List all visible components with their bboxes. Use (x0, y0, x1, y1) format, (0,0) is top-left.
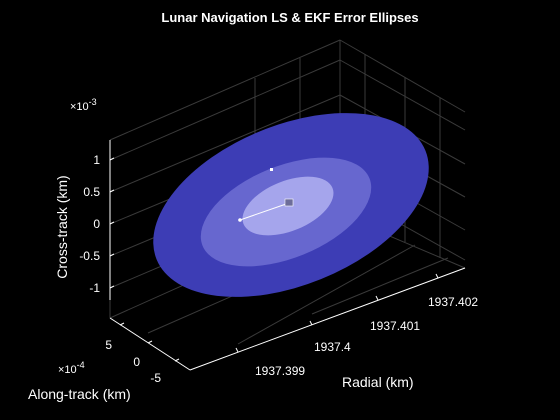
x-axis-label: Radial (km) (342, 374, 414, 390)
z-tick-label: -0.5 (79, 249, 100, 263)
z-tick-label: -1 (89, 281, 100, 295)
y-tick-label: 0 (133, 355, 140, 369)
chart-title: Lunar Navigation LS & EKF Error Ellipses (161, 10, 418, 25)
z-tick-mark (109, 189, 115, 193)
grid-line (237, 244, 416, 345)
x-tick-mark (309, 320, 313, 326)
z-tick-mark (109, 253, 115, 257)
grid-line (311, 257, 449, 315)
y-axis-label: Along-track (km) (28, 386, 131, 402)
grid-line (339, 59, 466, 131)
z-tick-label: 0 (93, 217, 100, 231)
z-tick-mark (109, 285, 115, 289)
y-tick-mark (147, 340, 153, 344)
z-tick-label: 1 (93, 153, 100, 167)
x-tick-mark (235, 347, 239, 353)
z-axis-label: Cross-track (km) (54, 175, 70, 278)
z-tick-label: 0.5 (83, 185, 100, 199)
point-marker-upper (270, 168, 273, 171)
axes (109, 140, 466, 371)
x-tick-mark (435, 273, 439, 279)
x-axis-line (189, 267, 466, 371)
grid-line (339, 39, 466, 113)
z-exponent-label: ×10-3 (70, 97, 97, 113)
y-axis-line (109, 317, 191, 371)
y-tick-label: -5 (150, 371, 161, 385)
estimate-points (238, 168, 294, 222)
y-tick-mark (119, 322, 125, 326)
x-tick-label: 1937.4 (314, 340, 351, 354)
point-marker-center (284, 198, 294, 207)
y-tick-label: 5 (105, 338, 112, 352)
x-tick-label: 1937.402 (428, 295, 478, 309)
z-tick-mark (109, 157, 115, 161)
y-exponent-label: ×10-4 (58, 360, 85, 376)
x-tick-label: 1937.399 (255, 364, 305, 378)
z-tick-mark (109, 221, 115, 225)
point-marker-left (238, 218, 242, 222)
estimate-path-line (239, 202, 290, 221)
grid-line (109, 94, 341, 193)
grid-line (109, 59, 341, 161)
x-tick-label: 1937.401 (370, 319, 420, 333)
grid-line (109, 39, 341, 141)
y-tick-mark (174, 358, 180, 362)
x-tick-mark (375, 295, 379, 301)
